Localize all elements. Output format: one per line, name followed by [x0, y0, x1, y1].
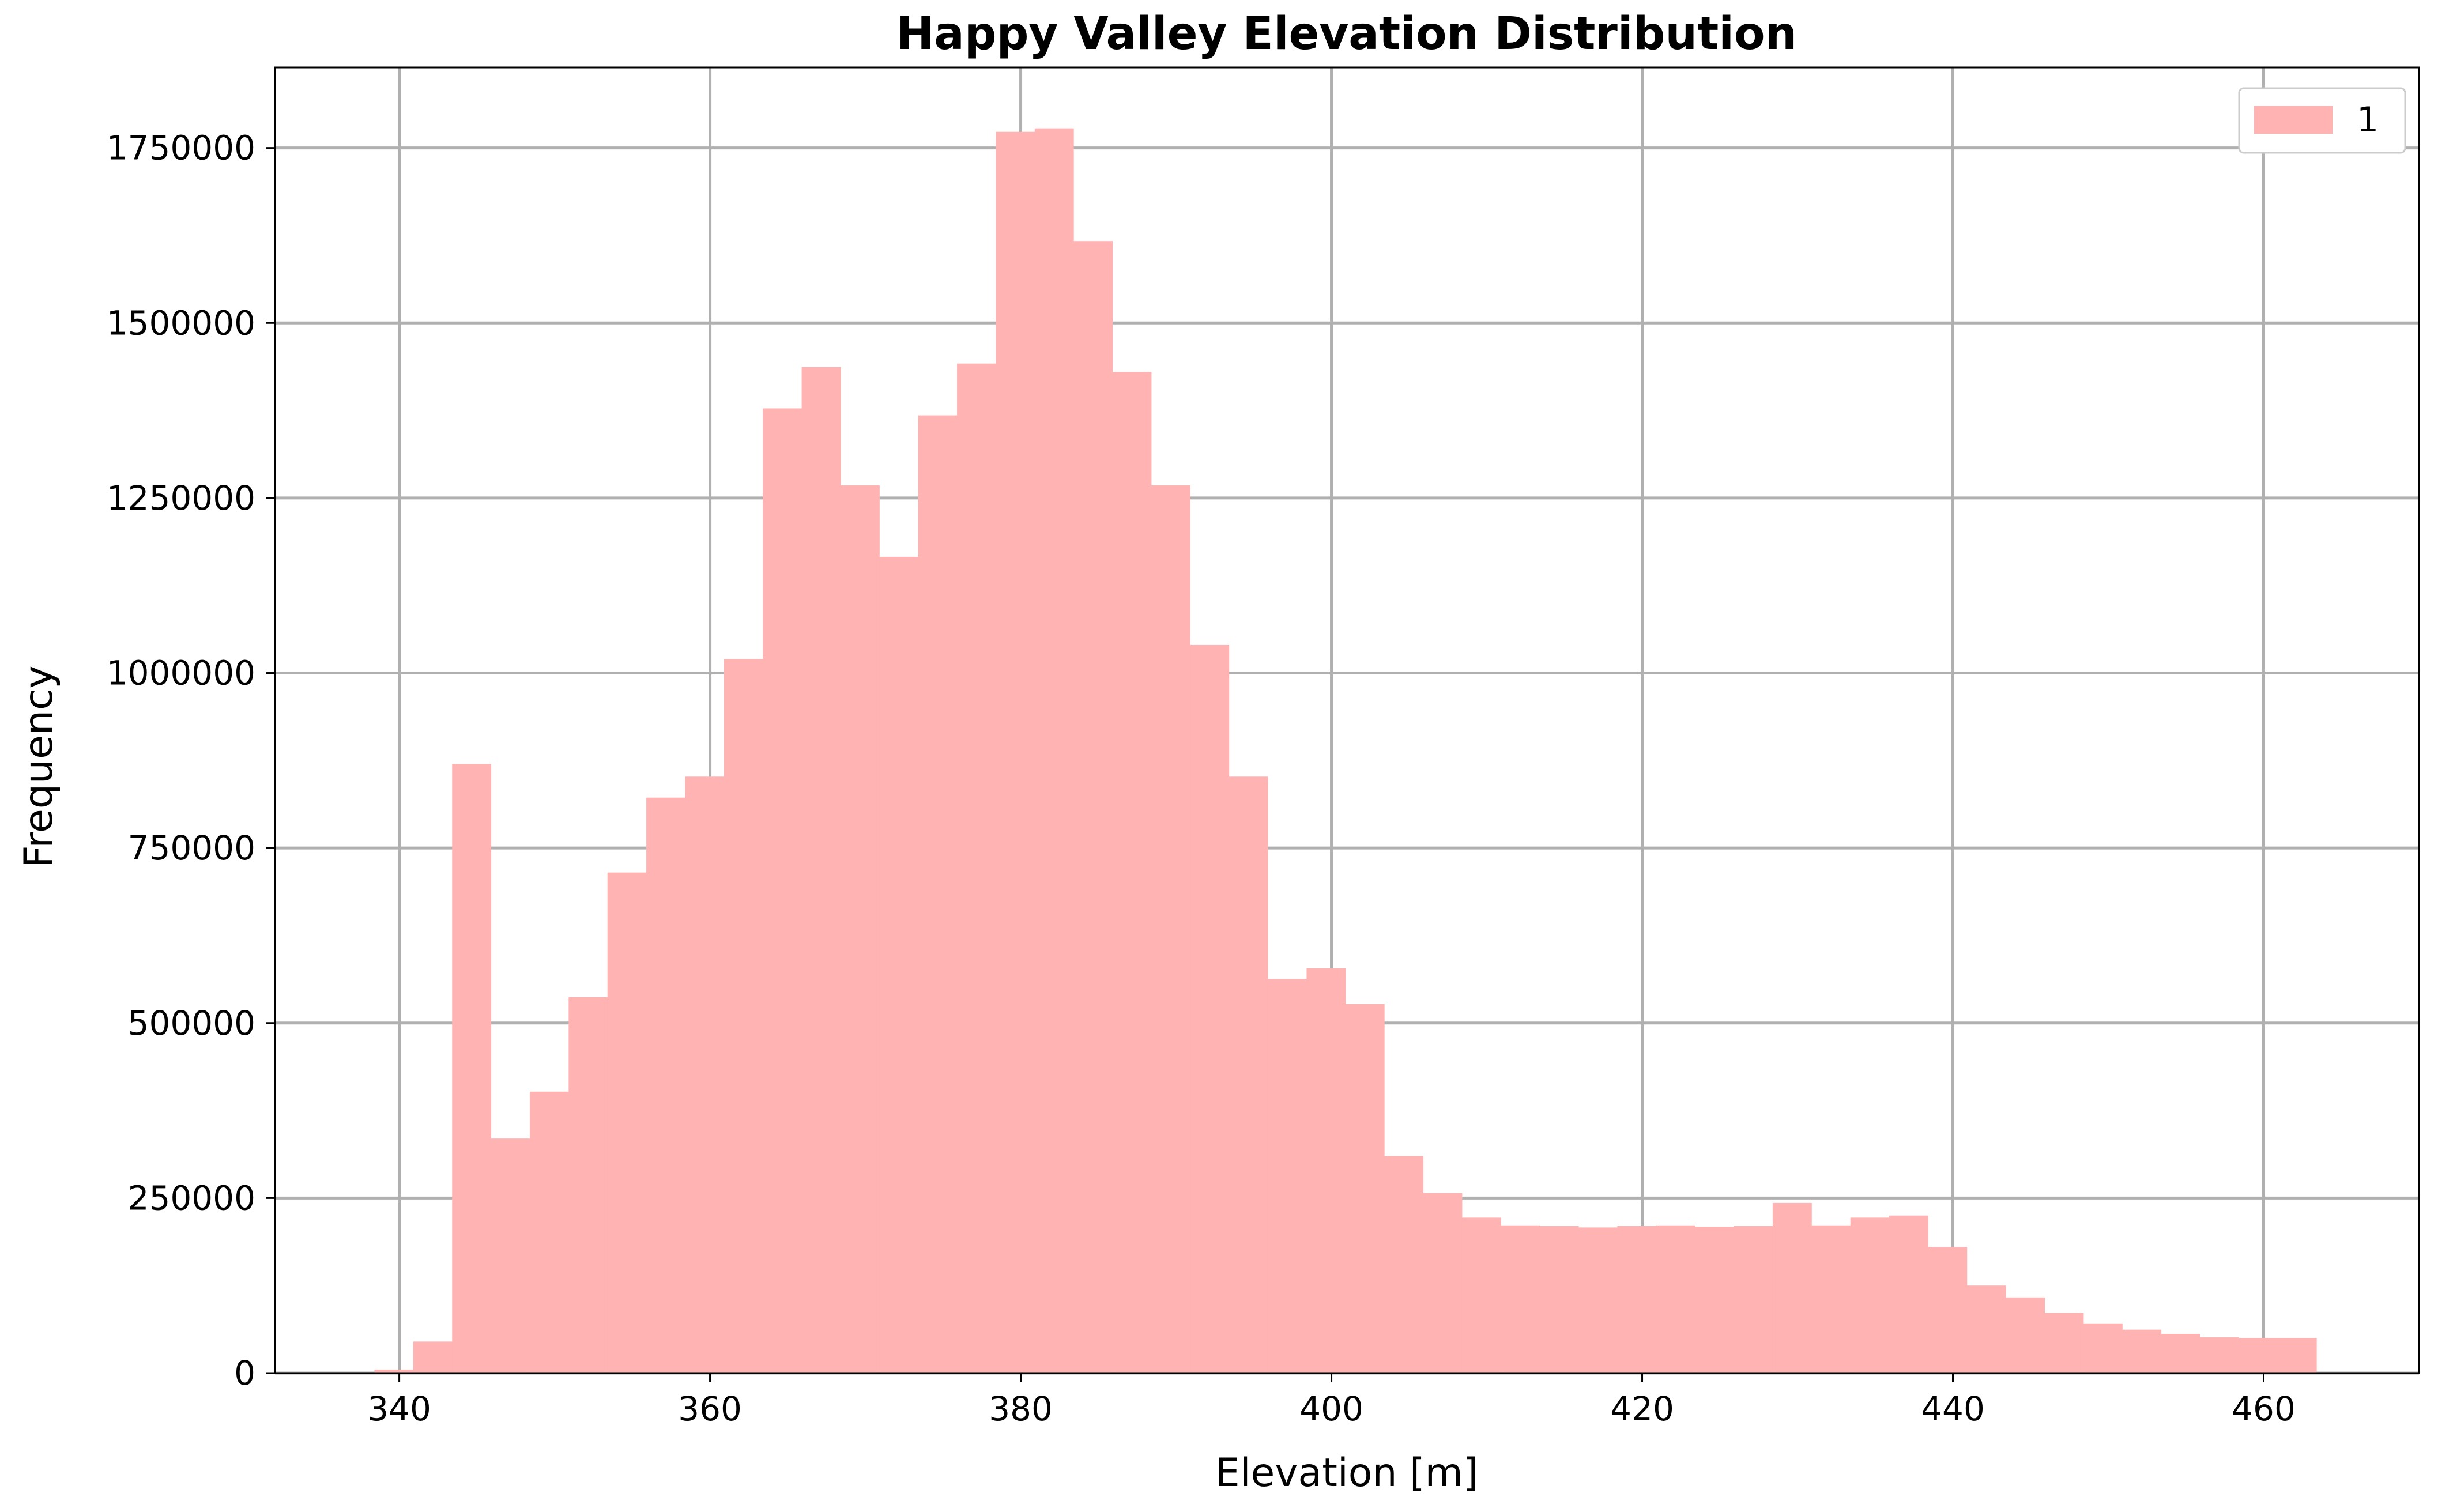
histogram-bar [918, 415, 958, 1373]
histogram-bar [1190, 644, 1230, 1373]
histogram-bar [646, 797, 685, 1373]
histogram-bar [1423, 1193, 1463, 1373]
x-tick-label: 400 [1299, 1389, 1363, 1428]
histogram-bar [1501, 1225, 1540, 1373]
histogram-bar [374, 1369, 414, 1373]
histogram-bar [685, 776, 725, 1373]
axes-frame [274, 66, 2420, 1374]
y-tick-label: 500000 [128, 1004, 255, 1043]
histogram-bar [1112, 372, 1152, 1373]
histogram-bar [1073, 241, 1113, 1374]
histogram-bar [491, 1138, 530, 1373]
histogram-bar [2239, 1338, 2278, 1373]
histogram-bar [1617, 1226, 1657, 1373]
x-tick-label: 380 [989, 1389, 1053, 1428]
y-tick-label: 1000000 [107, 654, 255, 693]
histogram-bar [1695, 1227, 1735, 1373]
histogram-bar [957, 363, 996, 1373]
x-tick-label: 420 [1610, 1389, 1674, 1428]
y-axis-label: Frequency [16, 665, 62, 868]
histogram-bar [1306, 968, 1346, 1373]
y-tick-label: 0 [234, 1353, 255, 1393]
histogram-bar [2122, 1329, 2162, 1373]
x-tick-label: 340 [367, 1389, 431, 1428]
histogram-bar [1889, 1215, 1928, 1373]
histogram-bar [2161, 1333, 2200, 1373]
histogram-bar [996, 131, 1035, 1373]
histogram-bar [763, 408, 802, 1373]
x-tick-label: 460 [2232, 1389, 2296, 1428]
histogram-bar [840, 485, 880, 1373]
histogram-bar [1966, 1285, 2006, 1373]
histogram-bar [529, 1091, 569, 1373]
histogram-bar [2083, 1323, 2123, 1373]
histogram-bar [1656, 1225, 1695, 1373]
histogram-bar [1928, 1247, 1968, 1373]
histogram-bar [1034, 128, 1074, 1374]
histogram-bar [2200, 1337, 2239, 1373]
histogram-bar [1850, 1217, 1890, 1373]
y-axis-ticks: 0 250000 500000 750000 1000000 1250000 1500000… [107, 129, 275, 1393]
histogram-bar [801, 367, 841, 1373]
histogram-bar [1345, 1004, 1385, 1373]
histogram-bar [1229, 776, 1268, 1373]
legend-swatch [2254, 106, 2333, 134]
chart-title: Happy Valley Elevation Distribution [896, 8, 1797, 60]
legend-label: 1 [2357, 100, 2379, 140]
histogram-bar [413, 1341, 453, 1373]
y-tick-label: 250000 [128, 1178, 255, 1217]
histogram-bar [1734, 1226, 1773, 1373]
histogram-bar [1384, 1156, 1424, 1373]
plot-frame [274, 66, 2420, 1374]
y-tick-label: 1750000 [107, 129, 255, 168]
x-axis-label: Elevation [m] [1215, 1450, 1479, 1496]
histogram-bar [2044, 1313, 2084, 1373]
x-tick-label: 440 [1921, 1389, 1985, 1428]
histogram-bar [1461, 1217, 1501, 1373]
x-tick-label: 360 [678, 1389, 742, 1428]
y-tick-label: 1500000 [107, 303, 255, 342]
histogram-bar [1539, 1226, 1579, 1373]
histogram-bar [1268, 979, 1307, 1373]
histogram-bar [1151, 485, 1190, 1373]
gridlines [275, 67, 2419, 1375]
histogram-bars [374, 128, 2317, 1374]
histogram-bar [1772, 1202, 1812, 1373]
histogram-bar [1578, 1227, 1618, 1373]
histogram-bar [879, 556, 919, 1373]
histogram-bar [1811, 1225, 1851, 1373]
histogram-bar [607, 872, 647, 1373]
histogram-bar [452, 764, 492, 1373]
y-tick-label: 750000 [128, 828, 255, 868]
legend: 1 [2238, 87, 2406, 154]
histogram-bar [568, 997, 608, 1373]
histogram-bar [2006, 1297, 2045, 1373]
histogram-bar [2277, 1338, 2317, 1373]
histogram-bar [724, 659, 763, 1373]
x-axis-ticks: 340 360 380 400 420 440 460 [367, 1373, 2296, 1428]
y-tick-label: 1250000 [107, 478, 255, 518]
